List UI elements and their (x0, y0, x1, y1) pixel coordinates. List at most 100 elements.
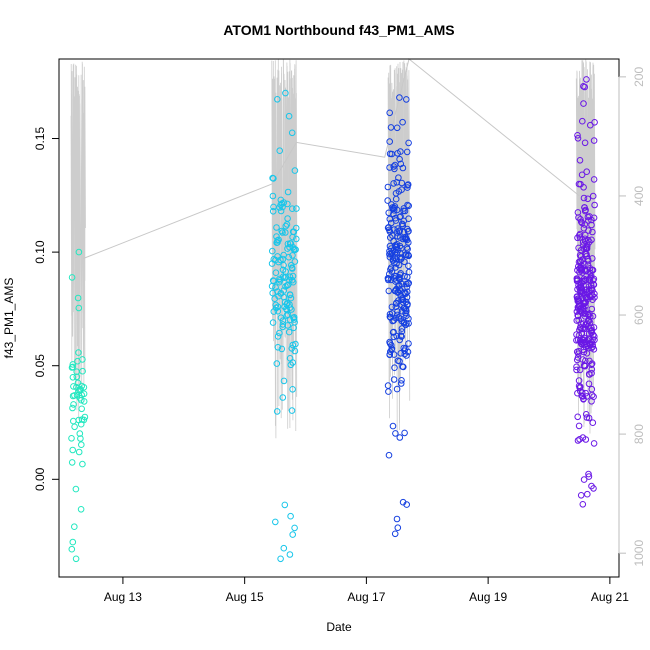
data-point (578, 389, 586, 396)
data-point (403, 312, 410, 320)
data-point (69, 446, 76, 454)
data-point (287, 361, 295, 369)
data-point (584, 490, 591, 498)
y-tick-label: 0.15 (33, 127, 47, 151)
data-point (581, 139, 589, 147)
data-point (287, 512, 294, 520)
data-point (78, 441, 85, 449)
data-point (73, 383, 80, 391)
data-point (289, 228, 297, 235)
data-point (589, 419, 597, 427)
data-point (585, 470, 592, 478)
data-point (582, 321, 589, 329)
data-point (405, 262, 412, 270)
data-point (385, 209, 393, 217)
data-point (274, 237, 281, 244)
secondary-line-segment-2 (271, 59, 298, 439)
data-point (588, 361, 595, 369)
data-point (581, 83, 589, 91)
data-point (291, 258, 299, 265)
data-point (404, 184, 411, 191)
data-point (388, 303, 396, 311)
data-point (585, 380, 593, 388)
data-point (78, 396, 85, 404)
data-point (384, 183, 392, 191)
data-point (288, 345, 296, 352)
data-point (276, 329, 283, 337)
data-point (386, 215, 394, 223)
data-point (582, 206, 589, 214)
data-point (583, 243, 591, 251)
data-point (590, 176, 598, 183)
data-point (404, 181, 412, 188)
data-point (290, 314, 297, 322)
data-point (403, 148, 411, 156)
y2-tick-label: 200 (632, 67, 646, 87)
data-point (579, 117, 586, 125)
data-point (286, 355, 294, 362)
data-point (585, 335, 593, 342)
data-point (396, 336, 404, 344)
data-point (402, 321, 409, 329)
data-point (396, 234, 404, 241)
data-point (390, 328, 397, 336)
data-point (286, 277, 293, 284)
data-point (397, 380, 405, 387)
data-point (580, 476, 588, 483)
data-point (293, 205, 300, 212)
data-point (397, 148, 404, 155)
data-point (385, 451, 393, 459)
data-point (588, 482, 595, 490)
data-point (398, 244, 405, 252)
data-point (398, 295, 406, 302)
data-point (290, 245, 298, 253)
data-point (404, 201, 411, 209)
data-point (587, 121, 594, 129)
data-point (280, 377, 288, 385)
data-point (279, 203, 286, 211)
data-point (277, 290, 285, 297)
data-point (590, 440, 598, 447)
data-point (405, 279, 413, 287)
data-point (386, 150, 394, 158)
data-point (396, 357, 403, 365)
data-point (587, 282, 595, 289)
data-point (577, 253, 585, 260)
data-point (399, 118, 406, 126)
data-point (288, 129, 296, 137)
data-point (396, 213, 404, 221)
data-point (387, 124, 395, 131)
data-point (576, 366, 584, 374)
data-point (402, 307, 410, 315)
data-point (269, 277, 277, 284)
data-point (404, 182, 411, 189)
data-point (582, 310, 589, 318)
data-point (282, 89, 289, 97)
data-point (270, 308, 278, 315)
data-point (400, 363, 407, 371)
data-point (279, 321, 287, 328)
data-point (393, 515, 401, 523)
data-point (389, 255, 397, 263)
data-point (577, 492, 585, 499)
data-point (76, 430, 84, 437)
data-point (403, 352, 410, 359)
data-point (405, 252, 412, 260)
data-point (395, 314, 403, 322)
data-point (288, 276, 296, 284)
data-point (74, 294, 82, 302)
data-point (69, 363, 76, 371)
data-point (80, 390, 88, 398)
data-point (284, 200, 291, 208)
data-point (590, 393, 597, 401)
data-point (394, 225, 402, 232)
data-point (279, 394, 287, 401)
data-point (586, 238, 593, 246)
data-point (405, 215, 412, 222)
data-point (405, 340, 412, 347)
y2-tick-label: 600 (632, 305, 646, 325)
data-point (392, 278, 399, 285)
data-point (582, 357, 589, 365)
plot-box (58, 58, 620, 578)
data-point (396, 286, 403, 293)
